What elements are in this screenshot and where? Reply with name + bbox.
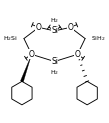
Text: O: O: [36, 23, 42, 32]
Text: H$_2$: H$_2$: [50, 16, 59, 25]
Text: SiH$_2$: SiH$_2$: [91, 34, 106, 43]
Text: H$_2$Si: H$_2$Si: [3, 34, 18, 43]
Text: O: O: [75, 50, 80, 59]
Text: Si: Si: [51, 57, 58, 66]
Text: O: O: [67, 23, 73, 32]
Polygon shape: [20, 54, 32, 82]
Text: O: O: [29, 50, 35, 59]
Text: Si: Si: [51, 26, 58, 35]
Text: H$_2$: H$_2$: [50, 68, 59, 77]
